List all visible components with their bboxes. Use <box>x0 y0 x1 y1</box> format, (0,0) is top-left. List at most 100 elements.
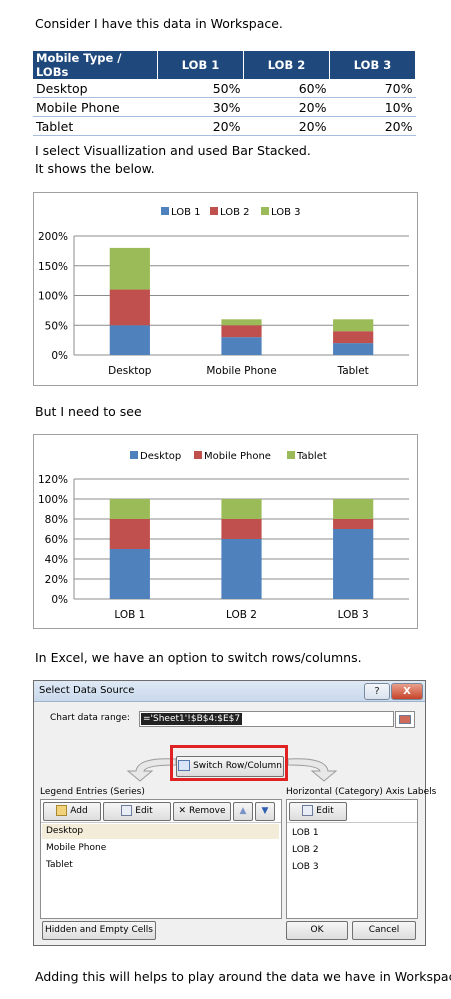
bar-segment <box>109 289 150 326</box>
bar-segment <box>221 539 262 599</box>
table-row: Mobile Phone 30% 20% 10% <box>33 97 416 117</box>
x-tick-label: Mobile Phone <box>206 365 276 377</box>
x-tick-label: LOB 2 <box>226 609 257 621</box>
x-tick-label: Tablet <box>337 365 369 377</box>
axis-item[interactable]: LOB 3 <box>292 862 319 872</box>
bar-segment <box>333 319 374 332</box>
para-shows-below: It shows the below. <box>35 161 155 176</box>
legend-swatch <box>161 207 169 215</box>
y-tick-label: 50% <box>45 320 68 332</box>
y-tick-label: 150% <box>38 261 68 273</box>
bar-segment <box>221 319 262 326</box>
chart-range-label: Chart data range: <box>50 713 130 723</box>
legend-swatch <box>194 451 202 459</box>
y-tick-label: 100% <box>38 291 68 303</box>
series-item[interactable]: Desktop <box>42 824 279 839</box>
table-cell: 20% <box>243 97 330 117</box>
bar-segment <box>221 499 262 519</box>
y-tick-label: 100% <box>38 494 68 506</box>
move-down-button[interactable]: ▼ <box>255 802 275 821</box>
para-visualization: I select Visuallization and used Bar Sta… <box>35 143 311 158</box>
add-label: Add <box>70 806 88 816</box>
x-tick-label: LOB 1 <box>114 609 145 621</box>
table-cell: 30% <box>157 97 244 117</box>
chart-desired-svg: 0% 20% 40% 60% 80% 100% 120% LOB 1 LOB 2 LOB 3 Des… <box>38 451 409 621</box>
bar-segment <box>109 247 150 290</box>
table-cell: 20% <box>329 116 416 136</box>
series-item[interactable]: Tablet <box>46 860 73 870</box>
range-picker-button[interactable] <box>395 711 415 728</box>
table-cell: 50% <box>157 79 244 98</box>
x-tick-label: LOB 3 <box>338 609 369 621</box>
legend-label: Mobile Phone <box>204 451 271 462</box>
switch-icon <box>178 760 191 771</box>
remove-label: Remove <box>189 806 226 816</box>
bar-segment <box>333 529 374 599</box>
axis-item[interactable]: LOB 2 <box>292 845 319 855</box>
legend-entries-panel: Add Edit ✕ Remove ▲ ▼ Desktop Mobile Phon… <box>40 799 282 919</box>
bar-segment <box>221 519 262 539</box>
table-cell: 70% <box>329 79 416 98</box>
header-cell: Mobile Type / LOBs <box>33 51 158 79</box>
edit-series-button[interactable]: Edit <box>103 802 171 821</box>
y-tick-label: 80% <box>45 514 68 526</box>
arrow-down-icon: ▼ <box>261 806 269 816</box>
legend-entries-label: Legend Entries (Series) <box>40 787 145 797</box>
para-excel-option: In Excel, we have an option to switch ro… <box>35 650 362 665</box>
legend-label: Desktop <box>140 451 181 462</box>
table-cell: 60% <box>243 79 330 98</box>
table-header-row: Mobile Type / LOBs LOB 1 LOB 2 LOB 3 <box>33 51 416 79</box>
y-tick-label: 0% <box>51 594 68 606</box>
edit-axis-button[interactable]: Edit <box>289 802 347 821</box>
edit-axis-icon <box>302 805 314 816</box>
left-arrow-icon <box>126 758 177 782</box>
edit-axis-label: Edit <box>316 806 334 816</box>
x-tick-label: Desktop <box>108 365 152 377</box>
header-cell: LOB 2 <box>243 51 330 79</box>
axis-labels-label: Horizontal (Category) Axis Labels <box>286 787 437 797</box>
dialog-title: Select Data Source <box>39 685 135 696</box>
bar-segment <box>333 331 374 344</box>
y-tick-label: 40% <box>45 554 68 566</box>
switch-row-column-button[interactable]: Switch Row/Column <box>176 756 284 777</box>
arrow-up-icon: ▲ <box>239 806 247 816</box>
table-cell: 20% <box>157 116 244 136</box>
edit-icon <box>121 805 133 816</box>
right-arrow-icon <box>287 758 338 782</box>
dialog-title-bar: Select Data Source ? X <box>34 681 425 702</box>
chart-current-svg: 0% 50% 100% 150% 200% Desktop Mobile Phone Tabl… <box>38 207 409 377</box>
y-tick-label: 20% <box>45 574 68 586</box>
bar-segment <box>109 325 150 355</box>
series-item[interactable]: Mobile Phone <box>46 843 107 853</box>
y-tick-label: 60% <box>45 534 68 546</box>
legend-label: LOB 3 <box>271 207 301 218</box>
add-icon <box>56 805 68 816</box>
legend-label: LOB 1 <box>171 207 201 218</box>
table-cell: 20% <box>243 116 330 136</box>
bar-segment <box>109 499 150 519</box>
table-row: Tablet 20% 20% 20% <box>33 116 416 136</box>
legend-swatch <box>210 207 218 215</box>
table-cell: Mobile Phone <box>33 97 158 117</box>
remove-series-button[interactable]: ✕ Remove <box>173 802 231 821</box>
bar-segment <box>333 343 374 355</box>
bar-segment <box>333 499 374 519</box>
remove-icon: ✕ <box>178 806 186 816</box>
hidden-empty-cells-button[interactable]: Hidden and Empty Cells <box>42 921 156 940</box>
axis-labels-panel: Edit LOB 1 LOB 2 LOB 3 <box>286 799 418 919</box>
edit-label: Edit <box>135 806 153 816</box>
move-up-button[interactable]: ▲ <box>233 802 253 821</box>
close-button[interactable]: X <box>391 683 423 700</box>
bar-segment <box>109 549 150 599</box>
table-cell: Desktop <box>33 79 158 98</box>
ok-button[interactable]: OK <box>286 921 348 940</box>
para-need-to-see: But I need to see <box>35 404 142 419</box>
cancel-button[interactable]: Cancel <box>352 921 416 940</box>
header-cell: LOB 1 <box>157 51 244 79</box>
header-cell: LOB 3 <box>329 51 416 79</box>
closing-text: Adding this will helps to play around th… <box>35 969 451 984</box>
chart-range-input[interactable]: ='Sheet1'!$B$4:$E$7 <box>139 711 394 727</box>
help-button[interactable]: ? <box>364 683 390 700</box>
add-series-button[interactable]: Add <box>43 802 101 821</box>
axis-item[interactable]: LOB 1 <box>292 828 319 838</box>
